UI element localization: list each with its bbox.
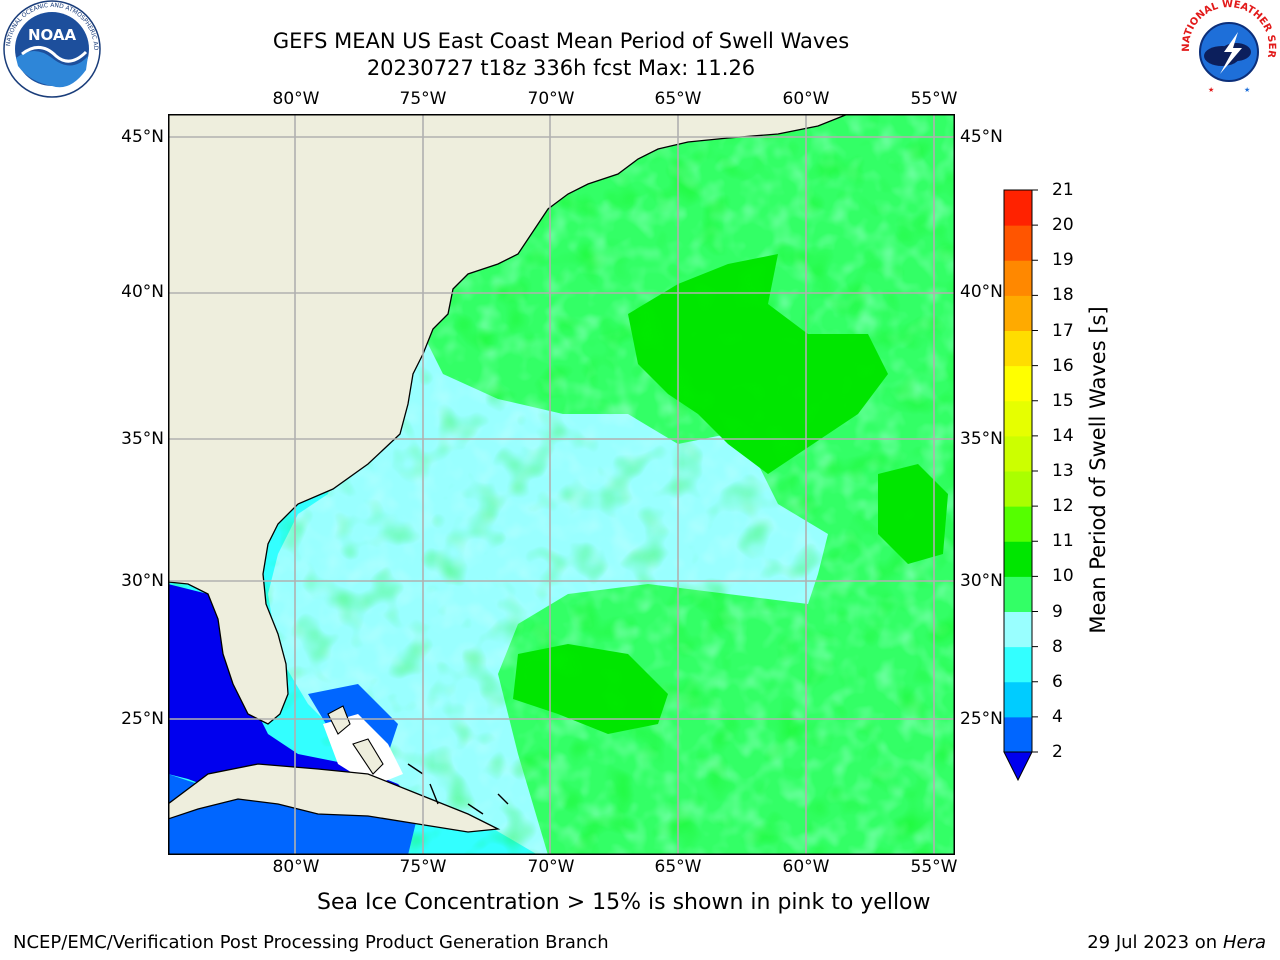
lat-label-left: 45°N (121, 127, 164, 147)
lat-label-right: 40°N (960, 282, 1003, 302)
colorbar-segment (1004, 225, 1032, 261)
colorbar-tick-label: 19 (1052, 250, 1074, 271)
lon-label-top: 55°W (910, 89, 958, 109)
colorbar-segment (1004, 716, 1032, 753)
noaa-logo-text: NOAA (28, 26, 77, 44)
colorbar-tick-label: 2 (1052, 742, 1063, 762)
colorbar-tick-label: 17 (1052, 320, 1074, 341)
colorbar-tick-label: 13 (1052, 461, 1074, 481)
north-america-land (168, 114, 849, 725)
colorbar-segment (1004, 611, 1032, 648)
colorbar-tick-label: 20 (1052, 215, 1074, 236)
colorbar-tick-label: 8 (1052, 636, 1063, 657)
lon-label-bottom: 65°W (654, 857, 702, 877)
colorbar-tick-label: 18 (1052, 285, 1074, 306)
colorbar-label: Mean Period of Swell Waves [s] (1086, 306, 1110, 634)
colorbar-tick-label: 11 (1052, 531, 1074, 552)
cuba-land (168, 763, 501, 833)
swell-band-2-4 (168, 774, 418, 855)
nws-logo: NATIONAL WEATHER SERVICE ★ ★ (1178, 0, 1277, 97)
svg-text:★: ★ (1208, 86, 1214, 94)
lon-label-top: 75°W (399, 89, 447, 109)
colorbar-segment (1004, 295, 1032, 331)
colorbar-segment (1004, 471, 1032, 507)
footer-credit: NCEP/EMC/Verification Post Processing Pr… (13, 932, 609, 953)
colorbar-tick-label: 21 (1052, 180, 1074, 200)
footer-date: 29 Jul 2023 on Hera (1087, 932, 1266, 953)
colorbar-tick-label: 12 (1052, 496, 1074, 517)
map-subtitle: 20230727 t18z 336h fcst Max: 11.26 (366, 56, 756, 80)
lat-label-right: 30°N (960, 571, 1003, 591)
lon-label-top: 70°W (527, 89, 575, 109)
colorbar-tick-label: 4 (1052, 706, 1063, 727)
lon-label-top: 80°W (272, 89, 320, 109)
colorbar-tick-label: 15 (1052, 390, 1074, 411)
noaa-logo: NOAA NATIONAL OCEANIC AND ATMOSPHERIC AD… (0, 0, 101, 98)
colorbar-tick-label: 16 (1052, 355, 1074, 376)
colorbar (1003, 189, 1038, 782)
colorbar-tick-label: 9 (1052, 601, 1063, 622)
lat-label-left: 25°N (121, 709, 164, 729)
colorbar-segment (1004, 190, 1032, 226)
lon-label-bottom: 60°W (782, 857, 830, 877)
colorbar-segment (1004, 400, 1032, 437)
colorbar-tick-label: 10 (1052, 566, 1074, 587)
lat-label-left: 30°N (121, 571, 164, 591)
lon-label-bottom: 55°W (910, 857, 958, 877)
lon-label-top: 65°W (654, 89, 702, 109)
colorbar-segment (1004, 506, 1032, 542)
lon-label-bottom: 75°W (399, 857, 447, 877)
colorbar-segment (1004, 365, 1032, 402)
colorbar-segment (1004, 541, 1032, 577)
colorbar-segment (1004, 260, 1032, 296)
footer-machine: Hera (1222, 932, 1266, 953)
lat-label-right: 45°N (960, 127, 1003, 147)
colorbar-tick-label: 6 (1052, 671, 1063, 692)
lon-label-bottom: 80°W (272, 857, 320, 877)
colorbar-segment (1004, 435, 1032, 472)
lat-label-left: 35°N (121, 429, 164, 449)
colorbar-segment (1004, 681, 1032, 718)
colorbar-segment (1004, 646, 1032, 683)
colorbar-under-arrow (1003, 751, 1033, 782)
lat-label-left: 40°N (121, 282, 164, 302)
colorbar-tick-label: 14 (1052, 425, 1074, 446)
swell-period-map (168, 114, 955, 855)
lat-label-right: 35°N (960, 429, 1003, 449)
lon-label-top: 60°W (782, 89, 830, 109)
colorbar-segment (1004, 330, 1032, 367)
svg-text:★: ★ (1244, 86, 1250, 94)
map-title: GEFS MEAN US East Coast Mean Period of S… (272, 29, 850, 53)
lon-label-bottom: 70°W (527, 857, 575, 877)
lat-lon-grid (168, 114, 955, 855)
colorbar-segment (1004, 576, 1032, 612)
footer-date-text: 29 Jul 2023 on (1087, 932, 1223, 953)
lat-label-right: 25°N (960, 709, 1003, 729)
sea-ice-caption: Sea Ice Concentration > 15% is shown in … (317, 890, 931, 915)
